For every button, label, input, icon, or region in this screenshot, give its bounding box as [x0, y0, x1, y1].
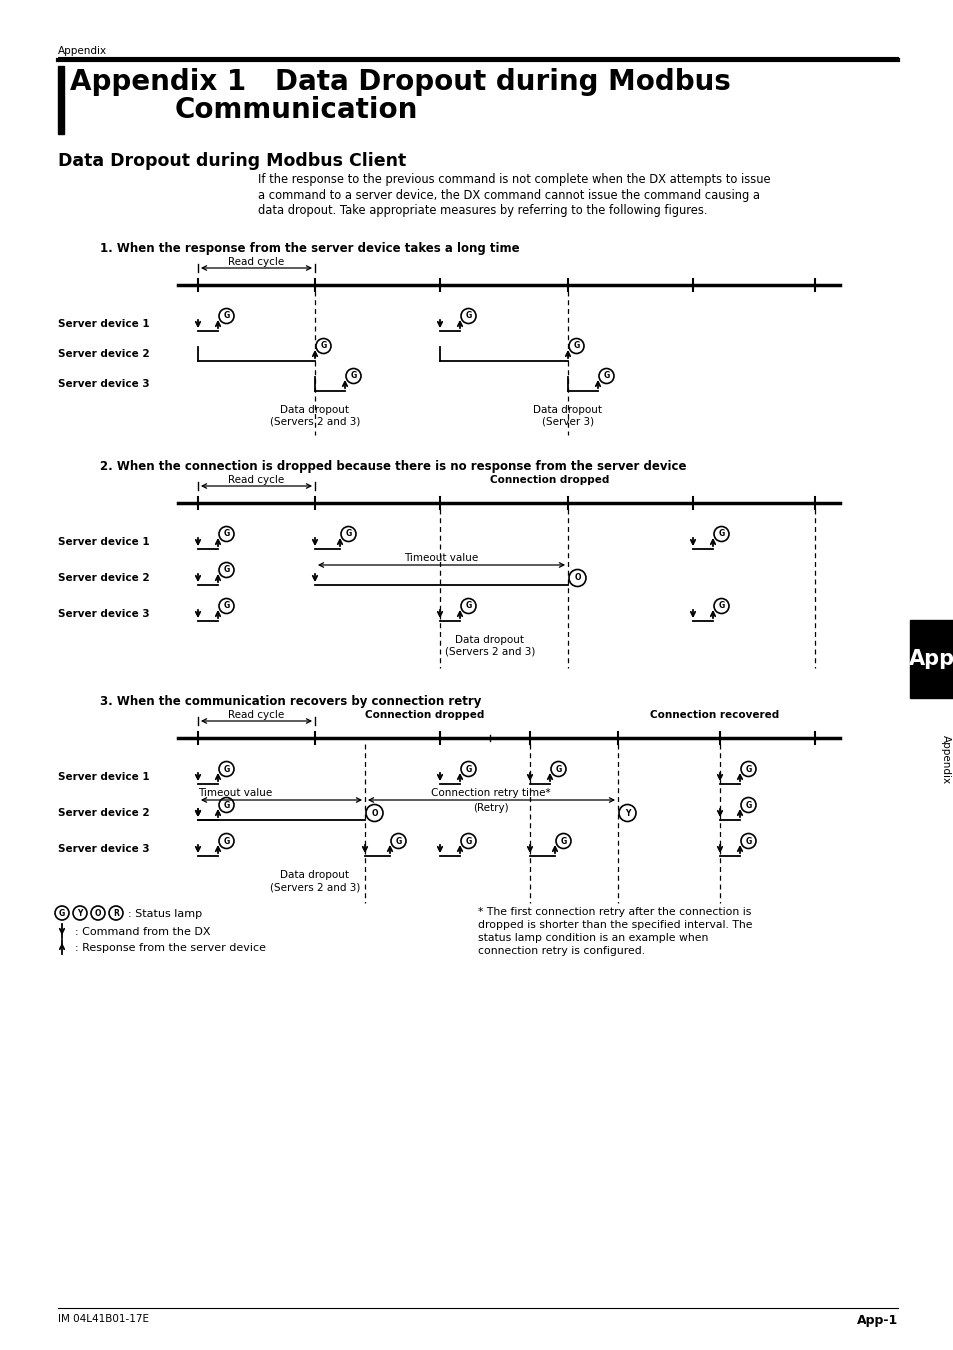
Text: Y: Y	[77, 909, 83, 918]
Text: G: G	[718, 602, 724, 610]
Text: G: G	[465, 837, 471, 845]
Text: Appendix: Appendix	[940, 736, 950, 784]
Text: Server device 1: Server device 1	[58, 319, 150, 329]
Text: Server device 2: Server device 2	[58, 350, 150, 359]
Text: (Retry): (Retry)	[473, 803, 508, 813]
Text: Y: Y	[624, 809, 630, 818]
Text: G: G	[744, 764, 751, 774]
Text: dropped is shorter than the specified interval. The: dropped is shorter than the specified in…	[477, 919, 752, 930]
Text: If the response to the previous command is not complete when the DX attempts to : If the response to the previous command …	[257, 173, 770, 186]
Text: G: G	[223, 764, 230, 774]
Text: G: G	[465, 602, 471, 610]
Text: Connection recovered: Connection recovered	[649, 710, 779, 720]
Text: : Status lamp: : Status lamp	[128, 909, 202, 919]
Text: G: G	[602, 371, 609, 381]
Text: G: G	[465, 764, 471, 774]
Text: Appendix 1   Data Dropout during Modbus: Appendix 1 Data Dropout during Modbus	[70, 68, 730, 96]
Text: G: G	[223, 801, 230, 810]
Text: Data Dropout during Modbus Client: Data Dropout during Modbus Client	[58, 153, 406, 170]
Text: G: G	[395, 837, 401, 845]
Text: Server device 2: Server device 2	[58, 572, 150, 583]
Text: Server device 1: Server device 1	[58, 772, 150, 782]
Text: O: O	[574, 574, 580, 582]
Text: G: G	[718, 529, 724, 539]
Text: connection retry is configured.: connection retry is configured.	[477, 946, 644, 956]
Text: Timeout value: Timeout value	[403, 554, 477, 563]
Text: G: G	[59, 909, 65, 918]
Text: Connection retry time*: Connection retry time*	[431, 788, 550, 798]
Text: G: G	[555, 764, 561, 774]
Text: G: G	[744, 837, 751, 845]
Text: O: O	[94, 909, 101, 918]
Text: O: O	[371, 809, 377, 818]
Text: Connection dropped: Connection dropped	[365, 710, 484, 720]
Text: status lamp condition is an example when: status lamp condition is an example when	[477, 933, 708, 944]
Text: Read cycle: Read cycle	[228, 256, 284, 267]
Text: Server device 1: Server device 1	[58, 537, 150, 547]
Text: data dropout. Take appropriate measures by referring to the following figures.: data dropout. Take appropriate measures …	[257, 204, 707, 217]
Text: Timeout value: Timeout value	[198, 788, 272, 798]
Text: 3. When the communication recovers by connection retry: 3. When the communication recovers by co…	[100, 695, 481, 707]
Text: Appendix: Appendix	[58, 46, 107, 55]
Text: G: G	[744, 801, 751, 810]
Text: IM 04L41B01-17E: IM 04L41B01-17E	[58, 1314, 149, 1324]
Text: Data dropout: Data dropout	[280, 869, 349, 880]
Text: App-1: App-1	[856, 1314, 897, 1327]
Text: G: G	[223, 837, 230, 845]
Text: : Command from the DX: : Command from the DX	[75, 927, 211, 937]
Text: (Servers 2 and 3): (Servers 2 and 3)	[270, 417, 360, 427]
Text: Data dropout: Data dropout	[280, 405, 349, 414]
Text: Read cycle: Read cycle	[228, 710, 284, 720]
Bar	[909, 620, 953, 698]
Text: 2. When the connection is dropped because there is no response from the server d: 2. When the connection is dropped becaus…	[100, 460, 686, 472]
Text: (Server 3): (Server 3)	[541, 417, 594, 427]
Text: a command to a server device, the DX command cannot issue the command causing a: a command to a server device, the DX com…	[257, 189, 760, 201]
Text: * The first connection retry after the connection is: * The first connection retry after the c…	[477, 907, 751, 917]
Text: G: G	[223, 566, 230, 575]
Text: G: G	[223, 602, 230, 610]
Text: Server device 3: Server device 3	[58, 379, 150, 389]
Bar	[58, 66, 64, 134]
Text: Data dropout: Data dropout	[455, 634, 524, 645]
Text: (Servers 2 and 3): (Servers 2 and 3)	[444, 647, 535, 657]
Text: Read cycle: Read cycle	[228, 475, 284, 485]
Text: G: G	[223, 312, 230, 320]
Text: R: R	[113, 909, 119, 918]
Text: G: G	[223, 529, 230, 539]
Text: Connection dropped: Connection dropped	[490, 475, 609, 485]
Text: G: G	[345, 529, 352, 539]
Text: : Response from the server device: : Response from the server device	[75, 944, 266, 953]
Text: Data dropout: Data dropout	[533, 405, 602, 414]
Text: (Servers 2 and 3): (Servers 2 and 3)	[270, 882, 360, 892]
Text: Server device 2: Server device 2	[58, 809, 150, 818]
Text: Server device 3: Server device 3	[58, 609, 150, 620]
Text: G: G	[465, 312, 471, 320]
Text: Server device 3: Server device 3	[58, 844, 150, 855]
Text: G: G	[320, 342, 326, 351]
Text: G: G	[573, 342, 579, 351]
Text: G: G	[350, 371, 356, 381]
Text: App: App	[908, 649, 953, 670]
Text: G: G	[559, 837, 566, 845]
Text: 1. When the response from the server device takes a long time: 1. When the response from the server dev…	[100, 242, 519, 255]
Text: Communication: Communication	[174, 96, 418, 124]
